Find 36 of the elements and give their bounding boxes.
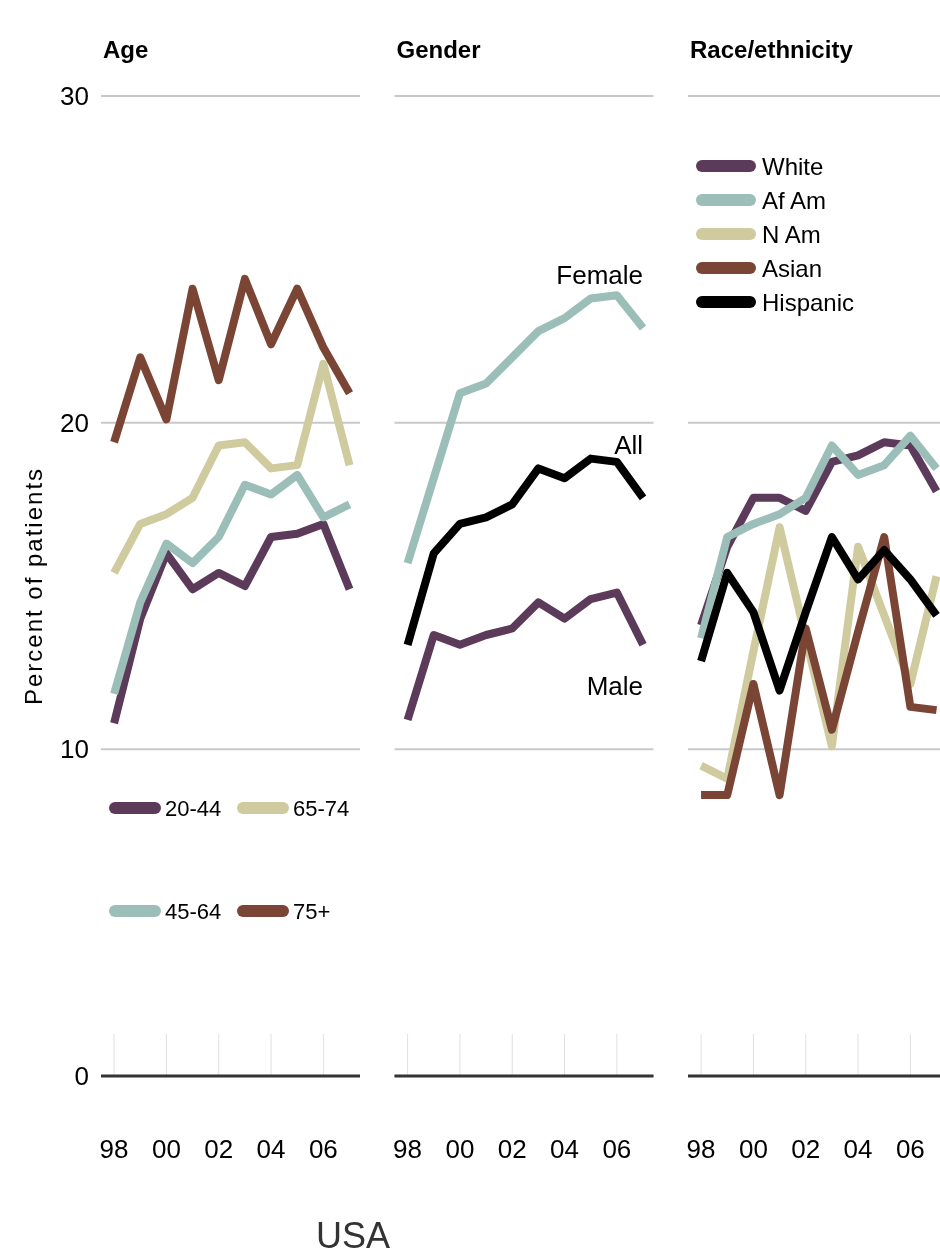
x-tick-label: 04	[843, 1134, 873, 1164]
series-label: Male	[586, 670, 644, 701]
y-tick-label: 20	[60, 407, 89, 438]
legend-label: 65-74	[293, 796, 350, 821]
x-tick-label: 06	[308, 1134, 338, 1164]
legend-label: N Am	[762, 221, 821, 248]
text: USA	[315, 1215, 391, 1256]
chart-title: Age	[103, 36, 149, 63]
y-tick-label: 0	[74, 1061, 89, 1091]
x-tick-label: 00	[738, 1134, 768, 1164]
x-tick-label: 02	[497, 1134, 527, 1164]
x-tick-label: 02	[791, 1134, 821, 1164]
x-tick-label: 06	[602, 1134, 632, 1164]
x-tick-label: 98	[393, 1134, 423, 1164]
legend-label: 75+	[293, 899, 331, 924]
y-tick-label: 10	[60, 734, 89, 765]
chart-title: Race/ethnicity	[690, 36, 854, 63]
x-tick-label: 04	[256, 1134, 286, 1164]
legend-label: 45-64	[165, 899, 222, 924]
chart-title: Gender	[396, 36, 481, 63]
legend-label: Af Am	[762, 187, 827, 214]
y-tick-label: 30	[60, 81, 89, 111]
legend-label: White	[762, 153, 824, 180]
x-tick-label: 06	[895, 1134, 925, 1164]
x-tick-label: 00	[151, 1134, 181, 1164]
x-tick-label: 98	[686, 1134, 716, 1164]
legend-label: 20-44	[165, 796, 222, 821]
x-tick-label: 04	[550, 1134, 580, 1164]
x-tick-label: 98	[99, 1134, 129, 1164]
series-label: All	[614, 429, 644, 460]
series-label: Female	[556, 259, 644, 290]
x-tick-label: 00	[445, 1134, 475, 1164]
legend-label: Hispanic	[762, 289, 855, 316]
x-tick-label: 02	[204, 1134, 234, 1164]
y-axis-title: Percent of patients	[20, 466, 47, 706]
legend-label: Asian	[762, 255, 823, 282]
